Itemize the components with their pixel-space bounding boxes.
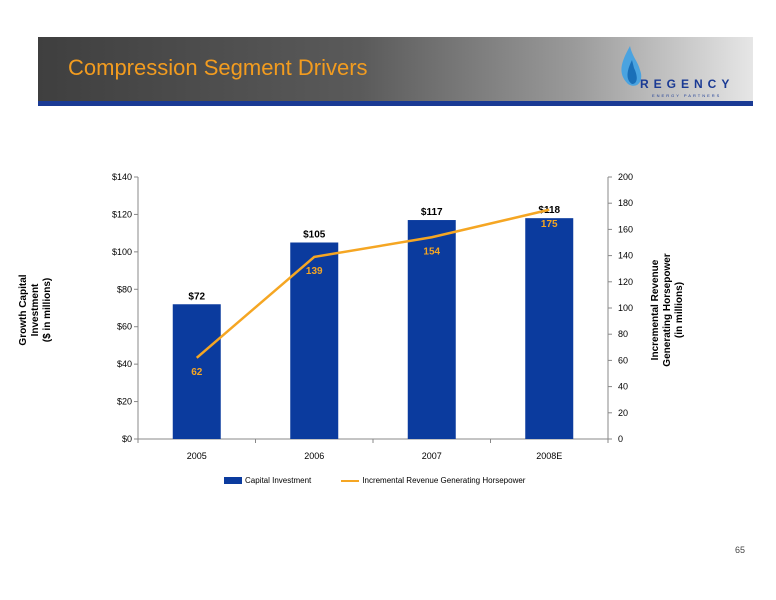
bar-value-label: $105 [303,230,326,241]
left-axis-tick-label: $100 [112,247,132,257]
slide-title: Compression Segment Drivers [68,55,368,80]
legend-label-capital: Capital Investment [245,476,312,485]
x-axis-tick-label: 2005 [187,451,207,461]
left-axis-title-line: ($ in millions) [42,277,53,343]
legend-bar-swatch [224,477,242,484]
x-axis-tick-label: 2006 [304,451,324,461]
legend-label-horsepower: Incremental Revenue Generating Horsepowe… [362,476,526,485]
right-axis-tick-label: 0 [618,434,623,444]
bar-value-label: $117 [421,207,443,218]
page-number: 65 [734,545,745,555]
left-axis-tick-label: $140 [112,172,132,182]
horsepower-line [195,208,550,359]
right-axis-tick-label: 140 [618,251,633,261]
left-axis-title-line: Investment [30,283,41,337]
left-axis-tick-label: $20 [117,397,132,407]
right-axis-tick-label: 160 [618,224,633,234]
left-axis-tick-label: $120 [112,209,132,219]
right-axis-tick-label: 100 [618,303,633,313]
chart-legend: Capital Investment Incremental Revenue G… [224,476,525,485]
line-value-label: 62 [191,367,203,378]
right-axis-tick-label: 80 [618,329,628,339]
left-axis-tick-label: $60 [117,322,132,332]
bar [525,218,574,439]
right-axis-tick-label: 120 [618,277,633,287]
right-axis-title-line: (in millions) [674,281,685,339]
line-value-label: 154 [423,246,440,257]
bar-value-label: $72 [188,291,205,302]
logo-subtext: ENERGY PARTNERS [652,93,722,98]
bar [407,220,456,439]
legend-line-swatch [341,479,360,482]
right-axis-tick-label: 40 [618,382,628,392]
right-axis-tick-label: 20 [618,408,628,418]
right-axis-tick-label: 200 [618,172,633,182]
right-axis-tick-label: 60 [618,355,628,365]
left-axis-tick-label: $80 [117,284,132,294]
left-axis-tick-label: $40 [117,359,132,369]
logo-wordmark: REGENCY [640,77,735,91]
bar [290,242,339,439]
bar [172,304,221,439]
right-axis-title-line: Generating Horsepower [662,253,673,367]
x-axis-tick-label: 2007 [422,451,442,461]
right-axis-tick-label: 180 [618,198,633,208]
title-underline-bar [38,101,753,106]
left-axis-title-line: Growth Capital [18,274,29,346]
x-axis-tick-label: 2008E [536,451,562,461]
right-axis-title-line: Incremental Revenue [650,259,661,361]
regency-flame-logo-icon [621,46,642,86]
left-axis-tick-label: $0 [122,434,132,444]
line-value-label: 175 [541,219,558,230]
line-value-label: 139 [306,266,323,277]
